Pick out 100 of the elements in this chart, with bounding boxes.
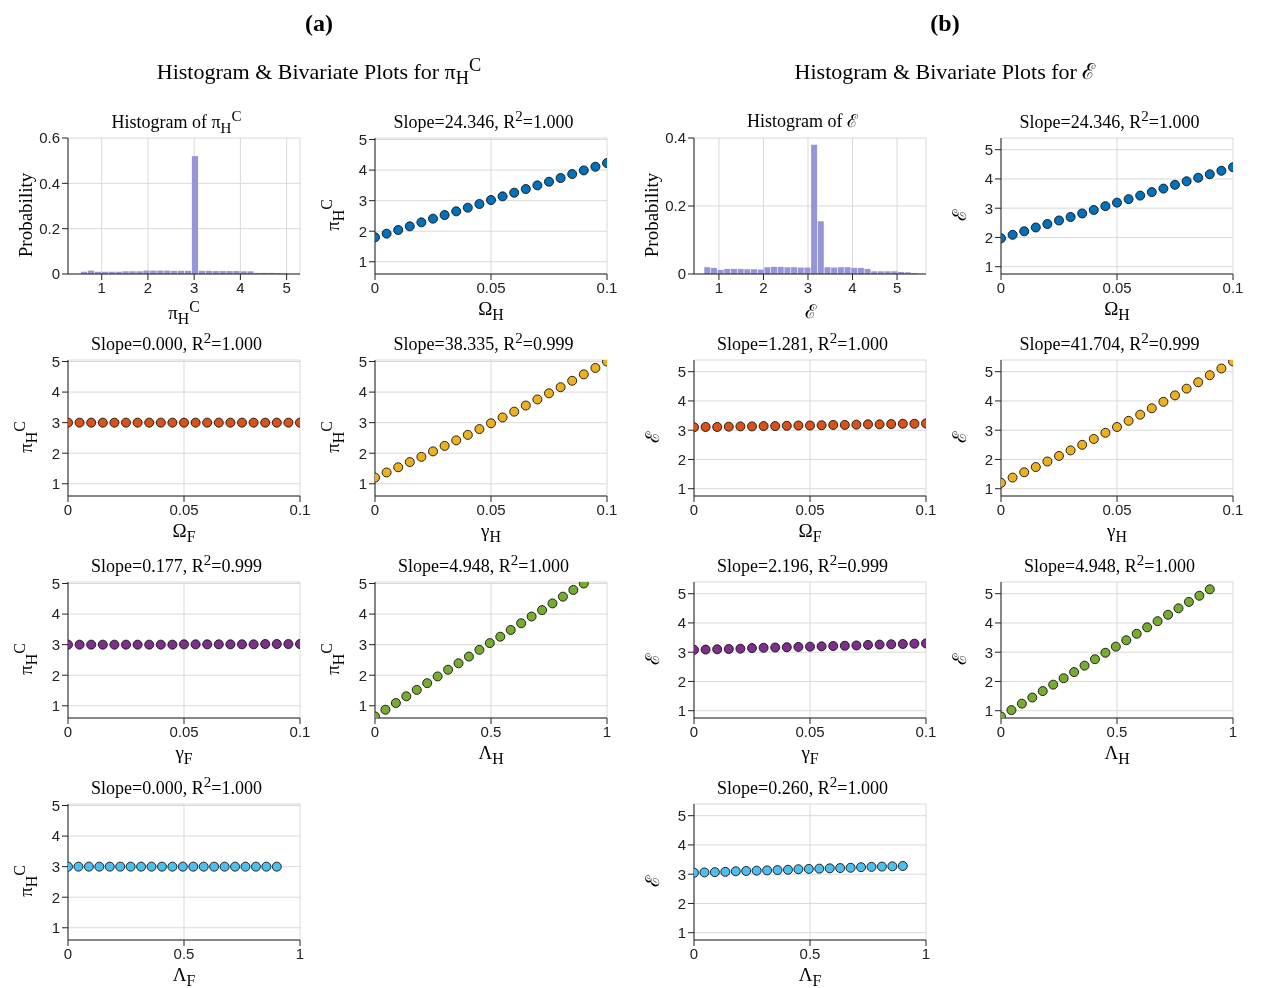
- x-tick-label: 0: [996, 278, 1006, 296]
- y-tick-label: 4: [677, 392, 686, 410]
- y-tick-label: 2: [51, 888, 60, 906]
- y-axis-title: Probability: [641, 172, 662, 258]
- x-axis-title: Ω$_{H}$: [478, 298, 504, 323]
- y-tick-label: 1: [358, 475, 367, 493]
- x-tick-label: 0: [996, 500, 1006, 518]
- chart-title: Slope=41.704, R$^{2}$=0.999: [1019, 330, 1200, 354]
- y-axis-title: ℰ: [642, 653, 663, 665]
- y-tick-label: 4: [984, 614, 993, 632]
- x-tick-label: 0.1: [1222, 278, 1244, 296]
- y-tick-label: 1: [984, 258, 993, 276]
- x-tick-label: 2: [143, 278, 153, 296]
- x-tick-label: 3: [190, 278, 199, 296]
- text: Histogram & Bivariate Plots for ℰ: [794, 59, 1096, 84]
- x-axis-title: γ$_{H}$: [481, 520, 501, 545]
- x-tick-label: 0.05: [169, 500, 199, 518]
- y-tick-label: 0.2: [665, 197, 686, 215]
- y-tick-label: 3: [51, 857, 60, 875]
- y-tick-label: 1: [677, 924, 686, 942]
- y-tick-label: 4: [358, 605, 367, 623]
- x-tick-label: 0.1: [1222, 500, 1244, 518]
- y-tick-label: 4: [677, 614, 686, 632]
- y-tick-label: 3: [984, 199, 993, 217]
- x-tick-label: 0: [63, 500, 73, 518]
- x-tick-label: 0.05: [476, 278, 506, 296]
- y-tick-label: 4: [358, 161, 367, 179]
- y-tick-label: 5: [51, 574, 60, 592]
- x-tick-label: 0.5: [799, 944, 821, 962]
- y-axis-title: ℰ: [949, 431, 970, 443]
- x-tick-label: 0.5: [480, 722, 502, 740]
- chart-title: Slope=0.260, R$^{2}$=1.000: [717, 774, 888, 798]
- x-tick-label: 0.1: [289, 500, 311, 518]
- x-tick-label: 1: [1228, 722, 1238, 740]
- x-tick-label: 5: [282, 278, 291, 296]
- chart-title: Slope=2.196, R$^{2}$=0.999: [717, 552, 888, 576]
- text: (a): [305, 10, 333, 36]
- y-tick-label: 0: [51, 265, 60, 283]
- y-tick-label: 1: [677, 480, 686, 498]
- x-axis-title: Λ$_{H}$: [1104, 742, 1130, 767]
- x-tick-label: 0.05: [169, 722, 199, 740]
- y-tick-label: 3: [51, 413, 60, 431]
- y-tick-label: 1: [984, 480, 993, 498]
- y-tick-label: 0: [677, 265, 686, 283]
- x-tick-label: 0: [689, 500, 699, 518]
- y-axis-title: Probability: [15, 172, 36, 258]
- y-tick-label: 2: [677, 894, 686, 912]
- y-tick-label: 1: [677, 702, 686, 720]
- x-axis-title: Λ$_{F}$: [798, 964, 822, 988]
- chart-title: Slope=24.346, R$^{2}$=1.000: [1019, 108, 1200, 132]
- y-axis-title: ℰ: [642, 875, 663, 887]
- chart-title: Slope=0.000, R$^{2}$=1.000: [91, 774, 262, 798]
- y-tick-label: 1: [984, 702, 993, 720]
- x-tick-label: 0: [996, 722, 1006, 740]
- chart-title: Slope=4.948, R$^{2}$=1.000: [398, 552, 569, 576]
- x-tick-label: 0.5: [1106, 722, 1128, 740]
- y-tick-label: 0.6: [39, 129, 60, 147]
- y-tick-label: 2: [358, 222, 367, 240]
- x-tick-label: 0.1: [915, 500, 937, 518]
- chart-title: Slope=0.177, R$^{2}$=0.999: [91, 552, 262, 576]
- y-tick-label: 4: [677, 836, 686, 854]
- x-tick-label: 0: [370, 722, 380, 740]
- x-axis-title: γ$_{F}$: [175, 742, 193, 767]
- x-tick-label: 1: [714, 278, 724, 296]
- y-tick-label: 5: [677, 363, 686, 381]
- y-tick-label: 2: [358, 444, 367, 462]
- chart-title: Histogram of ℰ: [747, 111, 858, 131]
- x-axis-title: Λ$_{F}$: [172, 964, 196, 988]
- y-axis-title: ℰ: [949, 209, 970, 221]
- x-tick-label: 0: [689, 722, 699, 740]
- y-tick-label: 5: [358, 352, 367, 370]
- y-axis-title: ℰ: [642, 431, 663, 443]
- y-tick-label: 5: [51, 796, 60, 814]
- y-tick-label: 5: [677, 807, 686, 825]
- x-tick-label: 0.05: [795, 500, 825, 518]
- y-tick-label: 0.4: [39, 174, 60, 192]
- y-tick-label: 2: [51, 666, 60, 684]
- y-tick-label: 2: [677, 450, 686, 468]
- y-tick-label: 3: [358, 413, 367, 431]
- y-tick-label: 5: [51, 352, 60, 370]
- x-axis-title: Ω$_{H}$: [1104, 298, 1130, 323]
- y-tick-label: 4: [984, 170, 993, 188]
- x-tick-label: 2: [759, 278, 768, 296]
- chart-title: Slope=38.335, R$^{2}$=0.999: [393, 330, 574, 354]
- x-axis-title: γ$_{H}$: [1107, 520, 1127, 545]
- x-tick-label: 0.05: [1102, 278, 1132, 296]
- y-tick-label: 1: [51, 475, 60, 493]
- y-tick-label: 3: [984, 643, 993, 661]
- x-tick-label: 0.1: [915, 722, 937, 740]
- x-axis-title: γ$_{F}$: [801, 742, 819, 767]
- x-tick-label: 0: [63, 722, 73, 740]
- x-tick-label: 5: [892, 278, 902, 296]
- x-tick-label: 1: [921, 944, 931, 962]
- y-tick-label: 3: [677, 865, 686, 883]
- y-tick-label: 5: [677, 585, 686, 603]
- y-tick-label: 4: [51, 827, 60, 845]
- y-tick-label: 3: [984, 421, 993, 439]
- x-tick-label: 0.05: [476, 500, 506, 518]
- y-tick-label: 1: [51, 697, 60, 715]
- y-tick-label: 0.4: [665, 129, 686, 147]
